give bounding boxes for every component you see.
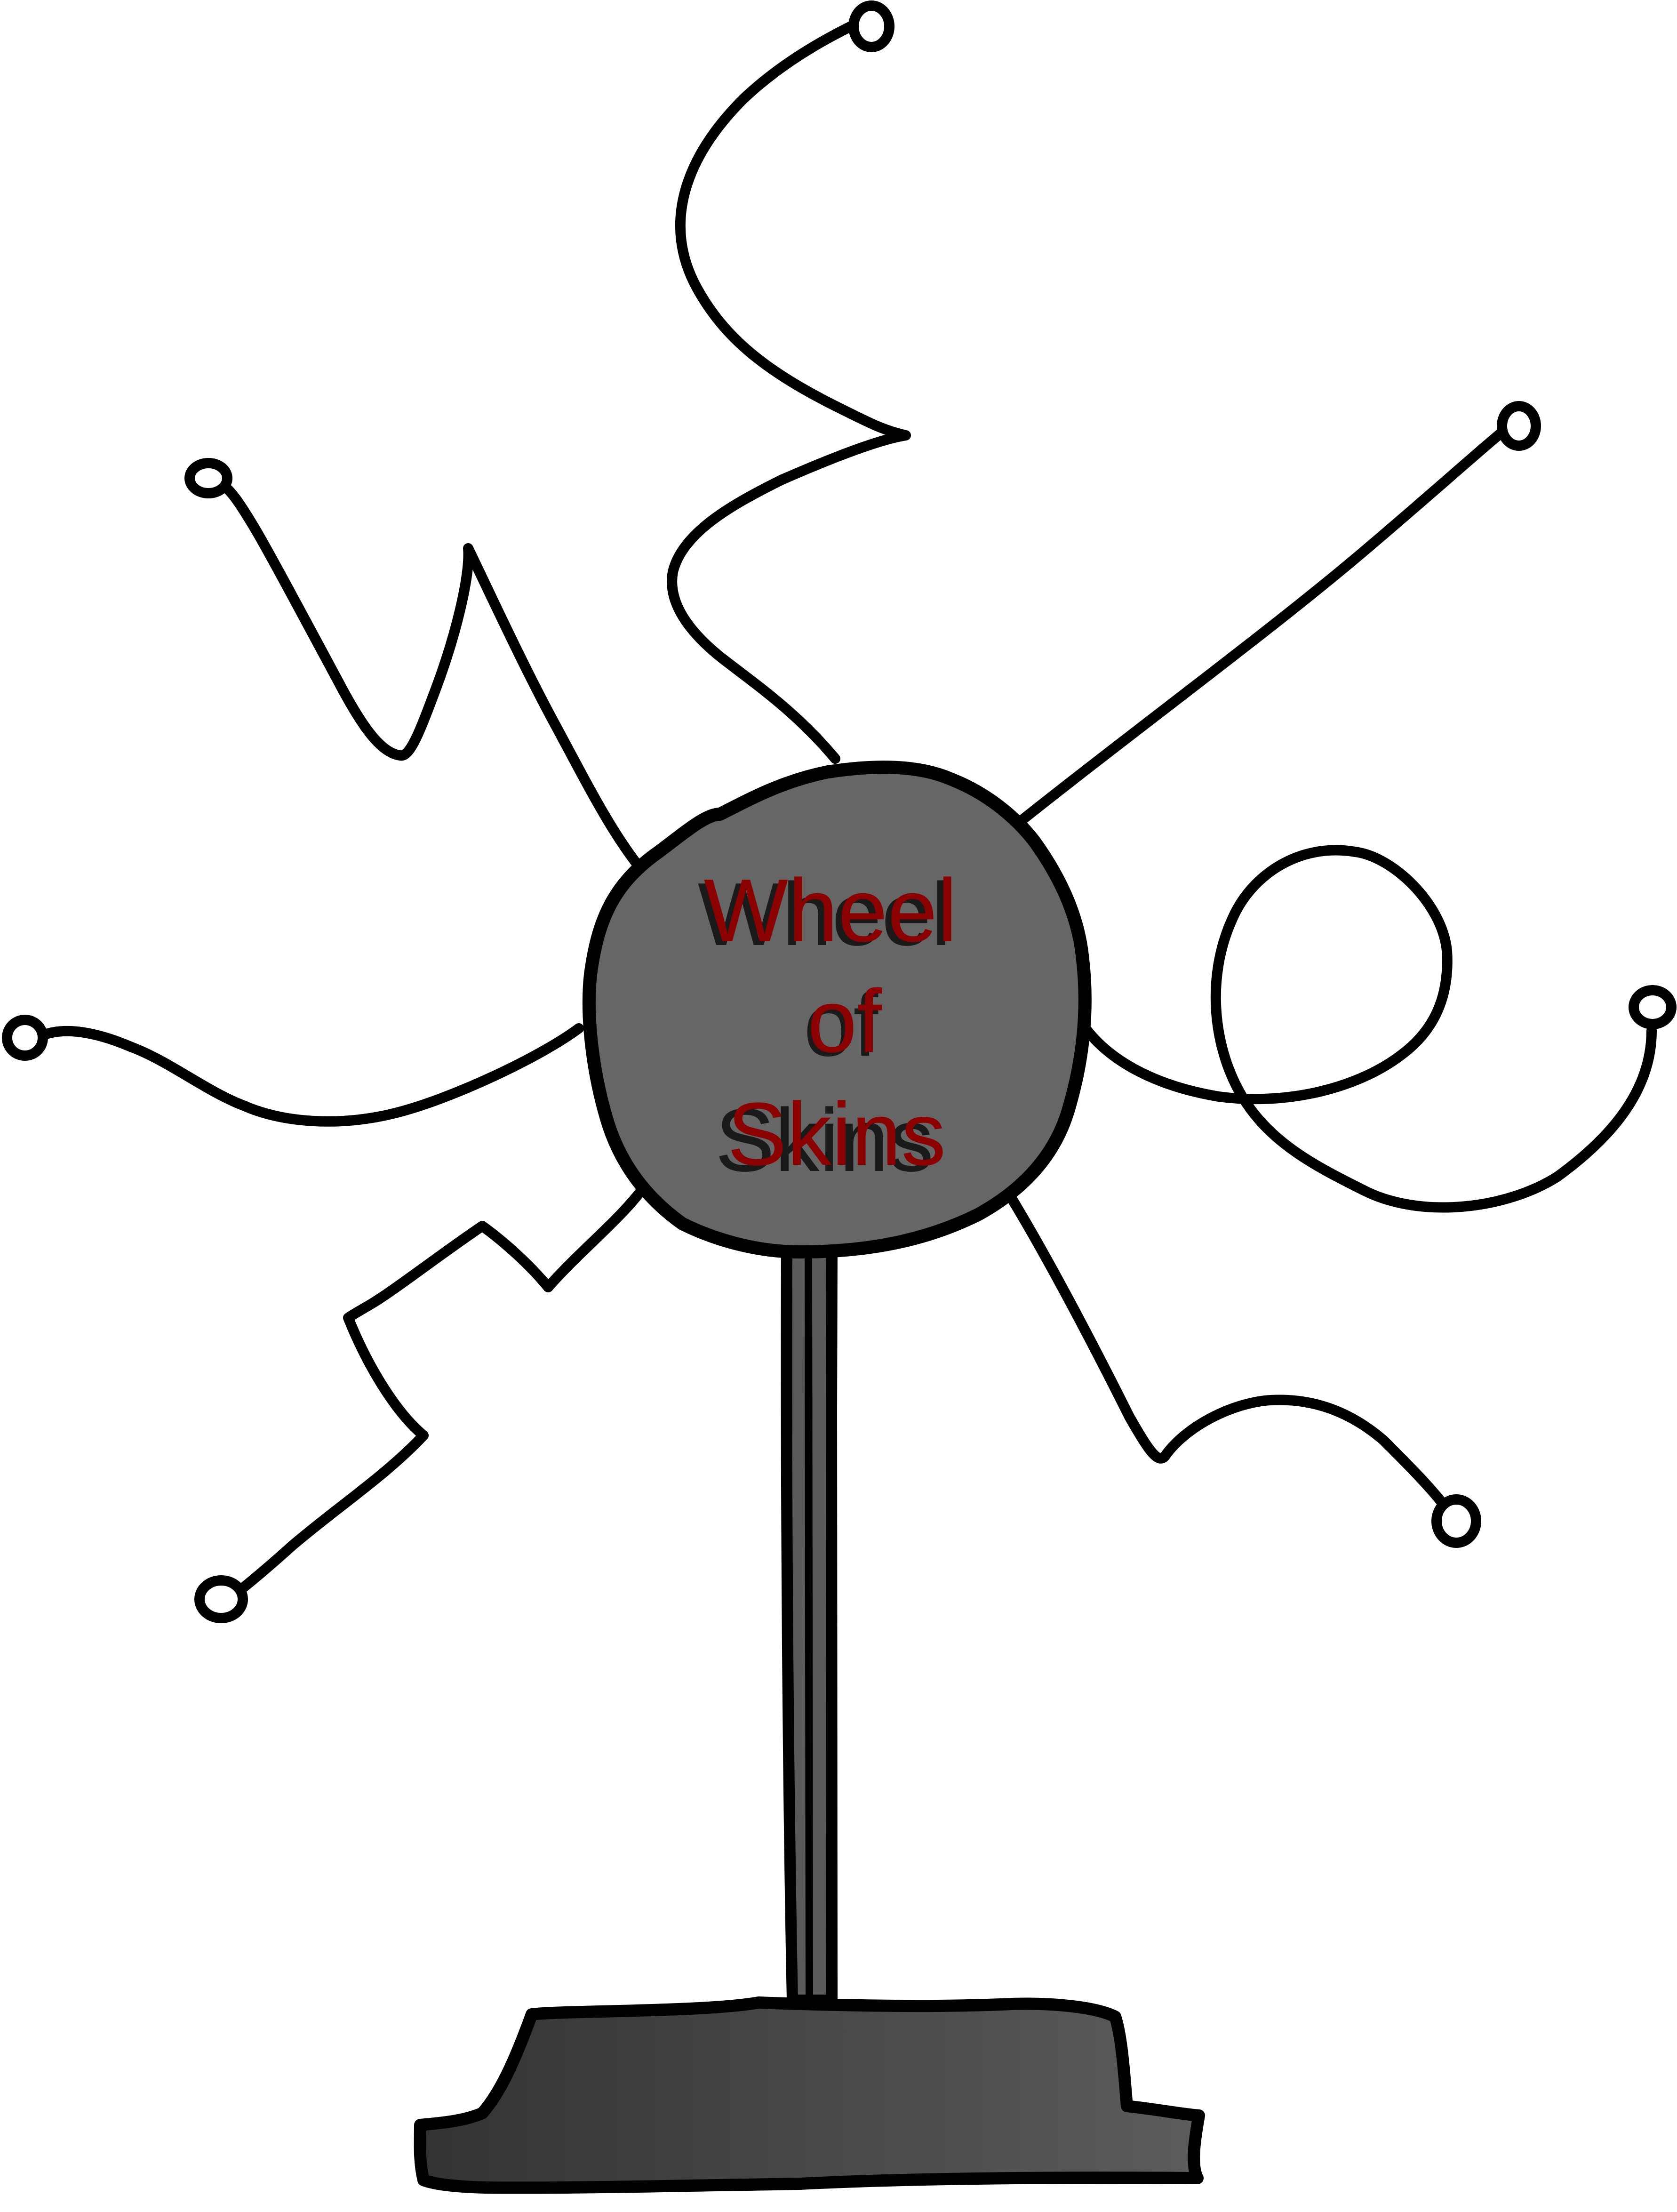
- stand-base: [414, 1996, 1205, 2194]
- wheel-title-line2: of: [807, 971, 883, 1071]
- wheel-title-line1: Wheel: [704, 861, 958, 961]
- tentacle-right: [1072, 845, 1657, 1213]
- knob-right-icon: [1629, 985, 1677, 1029]
- knob-upper-left-icon: [184, 458, 232, 498]
- knob-lower-right-icon: [1431, 1494, 1481, 1548]
- tentacle-upper-left: [216, 479, 647, 876]
- wheel-title-line3: Skins: [727, 1084, 946, 1184]
- tentacle-left: [37, 1023, 584, 1127]
- tentacle-lower-right: [1002, 1186, 1450, 1511]
- knob-lower-left-icon: [194, 1575, 248, 1623]
- tentacle-lower-left: [237, 1181, 650, 1594]
- tentacle-knobs: [2, 0, 1677, 1623]
- tentacle-upper-right: [1006, 428, 1506, 834]
- tentacle-top: [667, 18, 911, 764]
- wheel-title-line2-shadow: of: [804, 975, 879, 1075]
- wheel-title-line3-shadow: Skins: [715, 1090, 934, 1190]
- wheel-disc: [582, 761, 1092, 1258]
- wheel-title-line1-shadow: Wheel: [698, 865, 951, 964]
- tentacles: [37, 18, 1657, 1594]
- knob-left-icon: [2, 1015, 48, 1061]
- wheel-title: Wheel Wheel of of Skins Skins: [698, 861, 958, 1190]
- knob-top-icon: [848, 0, 894, 52]
- knob-upper-right-icon: [1497, 401, 1541, 451]
- stand-pole-divider: [805, 1247, 813, 1998]
